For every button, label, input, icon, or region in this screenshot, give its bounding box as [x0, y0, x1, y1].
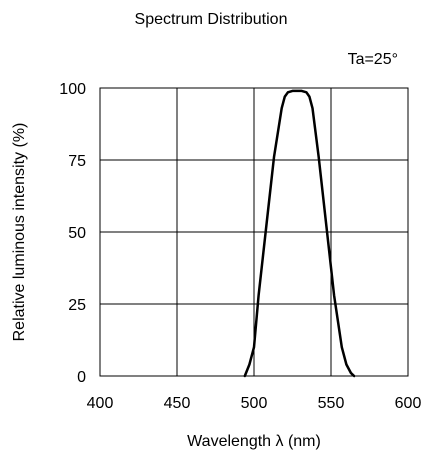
x-tick-label: 400	[87, 395, 114, 412]
temperature-annotation: Ta=25°	[348, 51, 398, 68]
y-tick-label: 100	[59, 81, 86, 98]
spectrum-curve	[243, 89, 356, 378]
x-tick-label: 550	[318, 395, 345, 412]
chart-title: Spectrum Distribution	[135, 11, 288, 28]
x-tick-label: 600	[395, 395, 422, 412]
tick-labels: 400 450 500 550 600 0 25 50 75 100	[59, 81, 421, 412]
y-tick-label: 75	[68, 153, 86, 170]
x-axis-label: Wavelength λ (nm)	[187, 433, 321, 450]
series	[243, 89, 356, 378]
y-tick-label: 0	[77, 369, 86, 386]
plot-frame	[99, 87, 409, 377]
x-tick-label: 450	[164, 395, 191, 412]
grid	[100, 88, 408, 376]
y-tick-label: 50	[68, 225, 86, 242]
x-tick-label: 500	[241, 395, 268, 412]
y-axis-label: Relative luminous intensity (%)	[11, 123, 28, 342]
y-tick-label: 25	[68, 297, 86, 314]
